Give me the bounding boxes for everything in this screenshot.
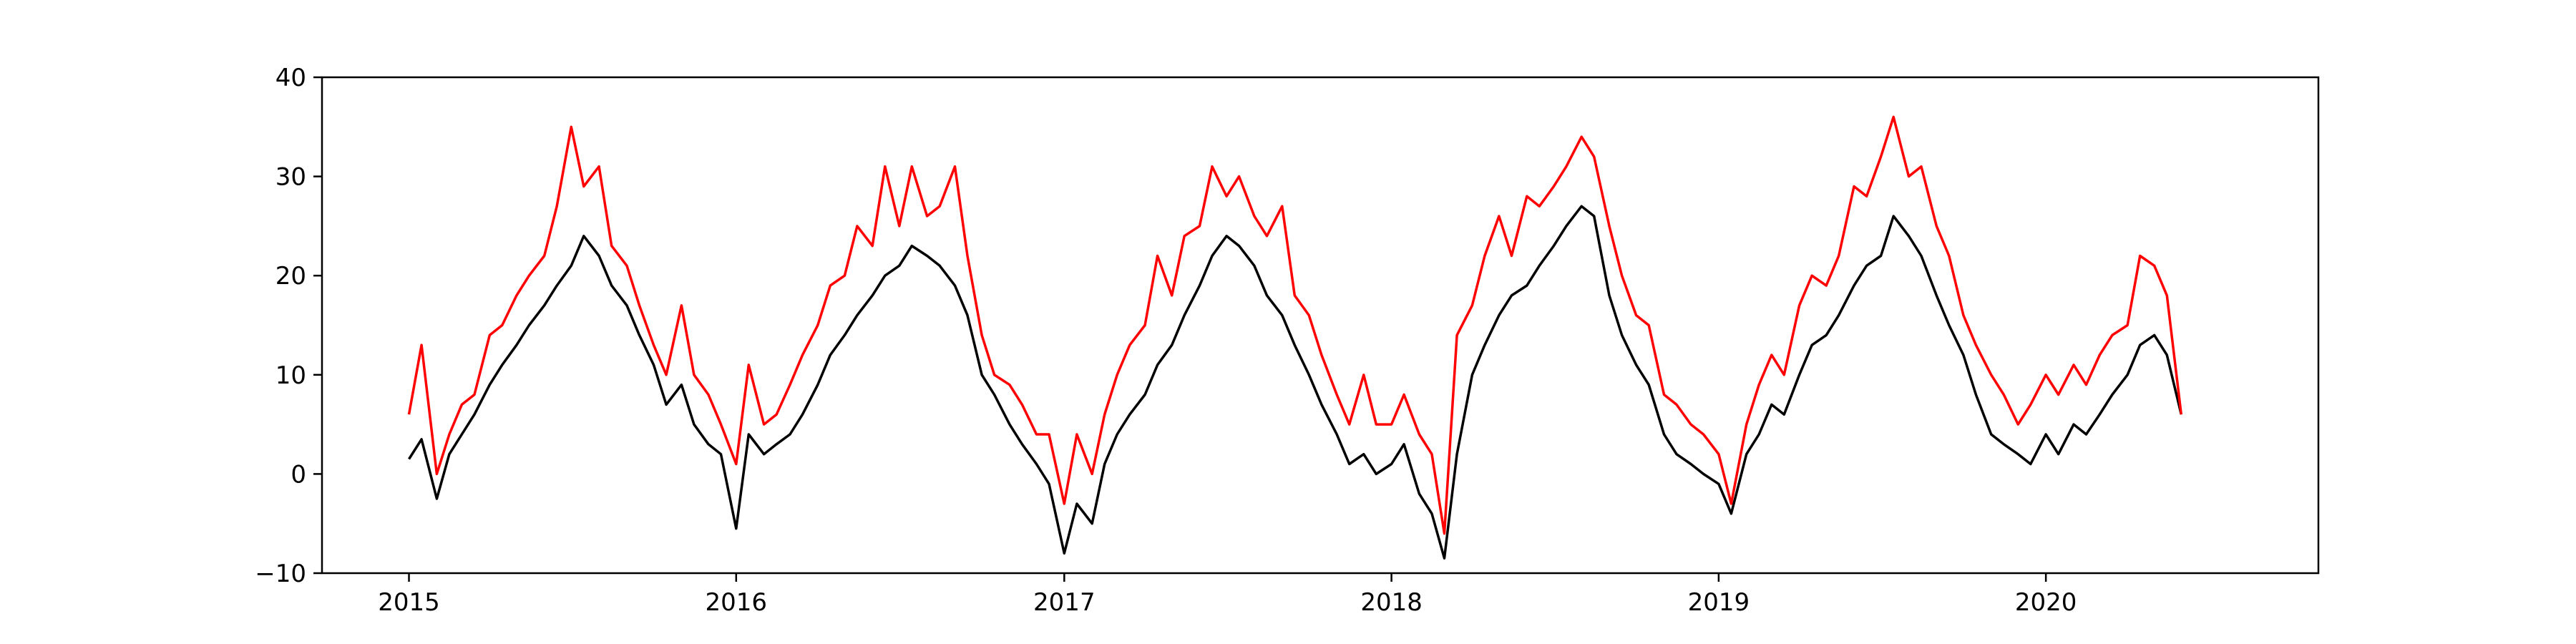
y-axis-ticks: −10 0 10 20 30 40 — [255, 64, 322, 588]
y-tick-label: −10 — [255, 560, 306, 588]
y-tick-label: 30 — [275, 163, 306, 192]
x-tick-label: 2018 — [1360, 588, 1423, 617]
y-tick-label: 0 — [291, 460, 306, 489]
series-line-1 — [408, 205, 2183, 560]
series-line-2 — [407, 115, 2183, 535]
x-tick-label: 2020 — [2015, 588, 2077, 617]
x-tick-label: 2015 — [378, 588, 440, 617]
plot-area-frame — [321, 76, 2320, 575]
y-tick-label: 40 — [275, 64, 306, 92]
x-tick-label: 2017 — [1033, 588, 1096, 617]
y-tick-label: 10 — [275, 361, 306, 390]
x-tick-label: 2016 — [706, 588, 768, 617]
y-tick-label: 20 — [275, 262, 306, 291]
x-axis-ticks: 2015 2016 2017 2018 2019 2020 — [378, 573, 2077, 617]
x-tick-label: 2019 — [1688, 588, 1750, 617]
series-layer — [407, 115, 2183, 560]
